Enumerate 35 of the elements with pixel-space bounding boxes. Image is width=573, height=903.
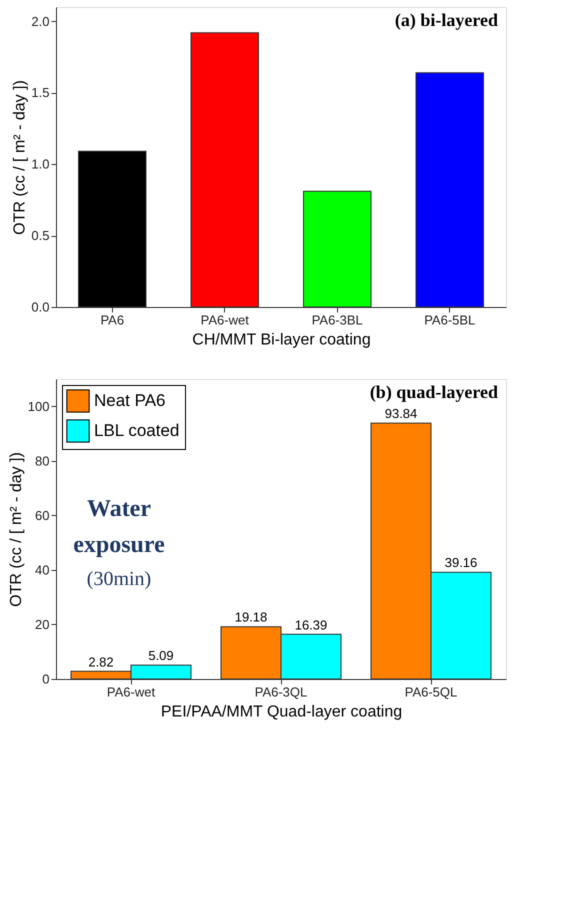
y-tick-label: 60 — [35, 508, 50, 523]
annotation: Water — [87, 496, 152, 522]
y-axis-title: OTR (cc / [ m² - day ]) — [8, 452, 25, 607]
x-tick-label: PA6 — [100, 312, 124, 328]
annotation: exposure — [73, 532, 166, 558]
y-axis-title: OTR (cc / [ m² - day ]) — [11, 80, 28, 235]
x-tick-label: PA6-5BL — [424, 312, 476, 328]
y-tick-label: 100 — [28, 398, 50, 414]
y-tick-label: 2.0 — [31, 14, 50, 29]
data-label: 5.09 — [148, 648, 174, 664]
annotation: (30min) — [86, 568, 152, 590]
data-label: 93.84 — [384, 406, 418, 422]
y-tick-label: 40 — [35, 562, 50, 578]
x-tick-label: PA6-wet — [200, 312, 250, 328]
x-tick-label: PA6-3BL — [312, 312, 363, 328]
data-label: 2.82 — [88, 654, 114, 670]
x-tick-label: PA6-5QL — [404, 684, 458, 700]
y-tick-label: 0 — [42, 672, 50, 686]
x-axis-title: CH/MMT Bi-layer coating — [192, 332, 371, 348]
annotation: (a) bi-layered — [394, 10, 498, 30]
legend-label: LBL coated — [94, 421, 180, 440]
y-tick-label: 1.5 — [31, 85, 50, 100]
data-label: 39.16 — [444, 555, 478, 570]
y-tick-label: 0.0 — [31, 300, 50, 314]
y-tick-label: 0.5 — [31, 228, 50, 244]
x-tick-label: PA6-3QL — [254, 684, 308, 700]
legend-label: Neat PA6 — [94, 391, 166, 410]
data-label: 16.39 — [294, 617, 328, 632]
y-tick-label: 20 — [35, 616, 50, 632]
data-label: 19.18 — [234, 610, 268, 625]
x-tick-label: PA6-wet — [106, 684, 156, 700]
y-tick-label: 1.0 — [31, 156, 50, 172]
y-tick-label: 80 — [35, 453, 50, 468]
x-axis-title: PEI/PAA/MMT Quad-layer coating — [160, 704, 402, 720]
annotation: (b) quad-layered — [370, 382, 498, 402]
